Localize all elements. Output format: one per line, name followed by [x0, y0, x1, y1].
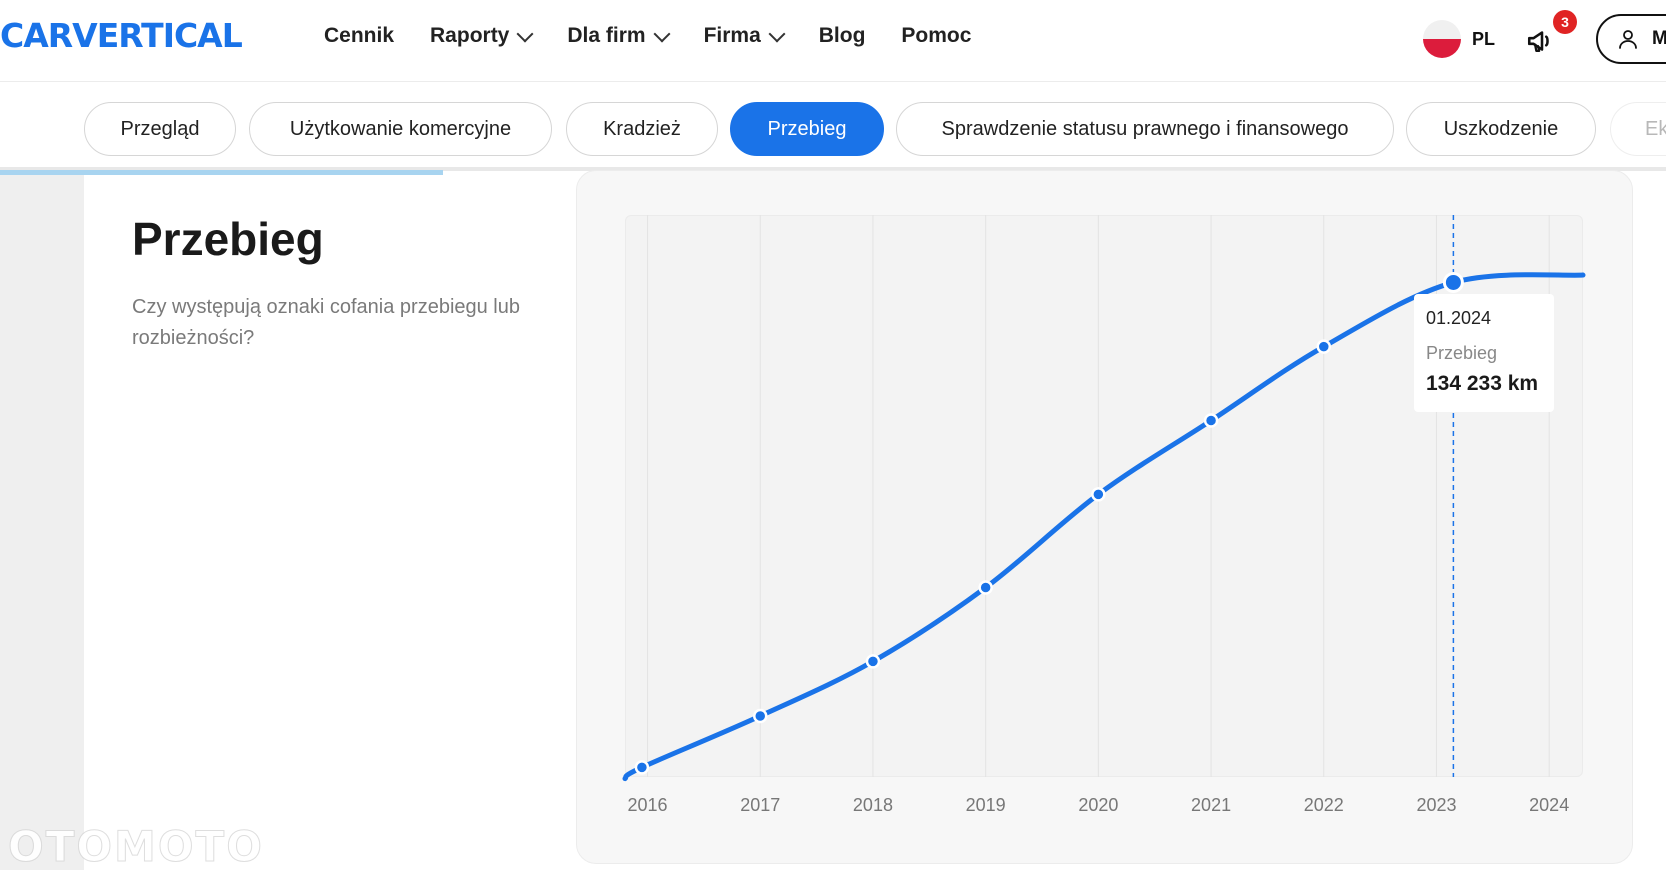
scroll-progress-bar [0, 170, 443, 175]
left-gutter [0, 175, 84, 870]
x-tick-label: 2021 [1191, 795, 1231, 815]
tab-ek[interactable]: Ek [1610, 102, 1666, 156]
carvertical-logo[interactable]: CARVERTICAL [0, 16, 243, 55]
data-point [865, 654, 881, 669]
poland-flag-icon [1423, 20, 1461, 58]
data-point [978, 580, 993, 595]
user-icon [1619, 30, 1637, 49]
section-title: Przebieg [132, 213, 324, 265]
data-point [634, 760, 650, 775]
data-point [1203, 413, 1219, 428]
tooltip-date: 01.2024 [1426, 308, 1492, 328]
account-label: M [1652, 28, 1666, 49]
section-description: Czy występują oznaki cofania przebiegu l… [132, 296, 520, 349]
notification-count-badge: 3 [1553, 10, 1577, 34]
nav-item-firma[interactable]: Firma [704, 24, 786, 48]
x-tick-label: 2020 [1078, 795, 1118, 815]
chart-tooltip: 01.2024 Przebieg 134 233 km [1414, 294, 1554, 412]
x-tick-label: 2024 [1529, 795, 1569, 815]
data-point [752, 708, 768, 724]
tooltip-label: Przebieg [1426, 343, 1498, 363]
highlighted-data-point [1442, 271, 1464, 293]
x-tick-label: 2016 [628, 795, 668, 815]
megaphone-icon [1527, 31, 1549, 53]
report-tabs: Przegląd Użytkowanie komercyjne Kradzież… [0, 83, 1666, 171]
nav-item-pomoc[interactable]: Pomoc [901, 24, 972, 47]
notifications-button[interactable]: 3 [1525, 10, 1577, 60]
tab-przebieg[interactable]: Przebieg [730, 102, 884, 156]
tab-uszkodzenie[interactable]: Uszkodzenie [1406, 102, 1596, 156]
data-point [1316, 339, 1332, 354]
tab-kradziez[interactable]: Kradzież [566, 102, 718, 156]
x-tick-label: 2023 [1416, 795, 1456, 815]
tab-przeglad[interactable]: Przegląd [84, 102, 236, 156]
x-tick-label: 2019 [966, 795, 1006, 815]
mileage-series-line [622, 272, 1586, 782]
tab-status-prawny-finansowy[interactable]: Sprawdzenie statusu prawnego i finansowe… [896, 102, 1394, 156]
x-tick-label: 2018 [853, 795, 893, 815]
tab-uzytkowanie-komercyjne[interactable]: Użytkowanie komercyjne [249, 102, 552, 156]
nav-item-blog[interactable]: Blog [818, 24, 866, 47]
language-selector[interactable]: PL [1423, 20, 1495, 58]
nav-item-cennik[interactable]: Cennik [324, 24, 395, 47]
otomoto-watermark: OTOMOTO [8, 822, 264, 870]
nav-item-raporty[interactable]: Raporty [430, 24, 534, 48]
account-button[interactable]: M [1596, 14, 1666, 64]
main-nav: Cennik Raporty Dla firm Firma Blog Pomoc [324, 24, 1007, 48]
tooltip-value: 134 233 km [1426, 372, 1539, 395]
language-label: PL [1472, 28, 1496, 49]
x-tick-label: 2022 [1304, 795, 1344, 815]
data-point [1091, 487, 1106, 502]
nav-item-dla-firm[interactable]: Dla firm [567, 24, 671, 48]
x-tick-label: 2017 [740, 795, 780, 815]
site-header: CARVERTICAL Cennik Raporty Dla firm Firm… [0, 0, 1666, 82]
